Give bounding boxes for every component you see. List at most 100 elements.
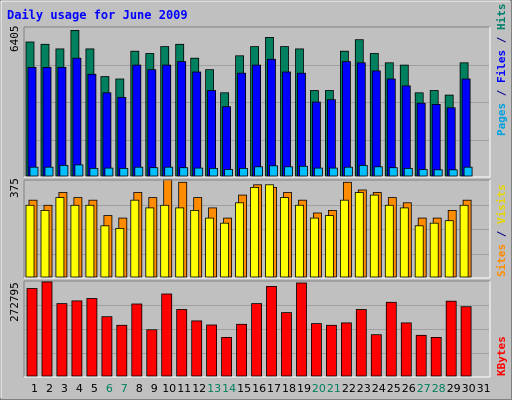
files-bar	[267, 58, 276, 177]
day-label: 30	[462, 382, 476, 395]
kbytes-bar	[176, 309, 188, 377]
pages-bar	[74, 164, 84, 177]
pages-bar	[358, 164, 368, 177]
pages-bar	[254, 166, 264, 177]
kbytes-bar	[251, 303, 263, 377]
visits-bar	[354, 192, 364, 278]
kbytes-bar	[370, 334, 382, 377]
pages-bar	[209, 167, 219, 177]
visits-bar	[339, 199, 349, 278]
kbytes-bar	[445, 300, 457, 377]
kbytes-bar	[430, 336, 442, 377]
pages-bar	[448, 169, 458, 177]
day-label: 27	[417, 382, 431, 395]
files-bar	[207, 90, 217, 177]
pages-bar	[373, 166, 383, 177]
files-bar	[356, 62, 366, 177]
pages-bar	[284, 166, 293, 177]
files-bar	[102, 92, 112, 177]
kbytes-bar	[101, 316, 113, 377]
day-label: 15	[237, 382, 251, 395]
visits-bar	[399, 207, 409, 278]
day-label: 1	[31, 382, 38, 395]
day-label: 18	[282, 382, 296, 395]
legend-part: Pages	[495, 103, 508, 136]
day-label: 22	[342, 382, 356, 395]
kbytes-bar	[191, 320, 203, 377]
pages-bar	[119, 167, 129, 177]
pages-bar	[224, 169, 234, 177]
kbytes-bar	[71, 300, 83, 377]
visits-bar	[100, 225, 110, 278]
legend-part: KBytes	[495, 336, 508, 376]
kbytes-legend: KBytes	[495, 336, 508, 376]
visits-bar	[175, 207, 185, 278]
visits-bar	[459, 204, 469, 278]
files-bar	[87, 73, 97, 177]
day-label: 28	[432, 382, 446, 395]
files-bar	[431, 104, 441, 177]
pages-bar	[239, 167, 249, 177]
files-bar	[371, 70, 381, 177]
pages-bar	[269, 165, 278, 177]
files-bar	[386, 78, 396, 177]
visits-bar	[250, 186, 260, 278]
day-label: 7	[121, 382, 128, 395]
kbytes-bar	[236, 323, 248, 377]
pages-bar	[134, 166, 144, 177]
visits-bar	[414, 225, 424, 278]
files-bar	[147, 69, 157, 177]
files-bar	[192, 71, 202, 177]
legend-part: Visits	[495, 184, 508, 224]
kbytes-bar	[400, 322, 412, 377]
visits-bar	[295, 204, 304, 278]
pages-bar	[299, 165, 308, 177]
chart-title: Daily usage for June 2009	[7, 8, 188, 22]
kbytes-bar	[116, 324, 128, 377]
visits-bar	[205, 217, 215, 278]
day-label: 17	[267, 382, 281, 395]
files-bar	[282, 71, 291, 177]
visits-bar	[115, 227, 125, 278]
day-label: 14	[222, 382, 236, 395]
visits-bar	[324, 215, 334, 278]
day-label: 6	[106, 382, 113, 395]
pages-bar	[463, 166, 473, 177]
files-bar	[57, 67, 67, 177]
kbytes-bar	[56, 303, 68, 377]
day-label: 13	[207, 382, 221, 395]
day-label: 23	[357, 382, 371, 395]
day-label: 29	[447, 382, 461, 395]
bars	[25, 29, 473, 377]
legend-part: /	[495, 30, 508, 50]
hits-files-pages-legend: Pages / Files / Hits	[495, 4, 508, 137]
files-bar	[252, 64, 262, 177]
files-bar	[416, 102, 426, 177]
visits-bar	[384, 204, 394, 278]
visits-bar	[220, 222, 230, 278]
pages-bar	[343, 166, 353, 177]
files-bar	[461, 78, 471, 177]
day-label: 8	[136, 382, 143, 395]
day-label: 9	[151, 382, 158, 395]
visits-bar	[70, 204, 80, 278]
visits-bar	[130, 199, 140, 278]
pages-bar	[388, 167, 398, 177]
day-label: 24	[372, 382, 386, 395]
kbytes-bar	[281, 312, 292, 377]
pages-bar	[328, 167, 338, 177]
pages-bar	[59, 164, 69, 177]
kbytes-bar	[41, 281, 53, 377]
visits-bar	[280, 197, 289, 278]
visits-bar	[55, 197, 65, 278]
files-bar	[341, 61, 351, 177]
files-bar	[297, 72, 306, 177]
pages-bar	[164, 166, 174, 177]
files-bar	[27, 67, 37, 177]
day-label: 19	[297, 382, 311, 395]
visits-bar	[160, 204, 170, 278]
day-label: 16	[252, 382, 266, 395]
kbytes-bar	[206, 324, 218, 377]
files-bar	[401, 85, 411, 177]
